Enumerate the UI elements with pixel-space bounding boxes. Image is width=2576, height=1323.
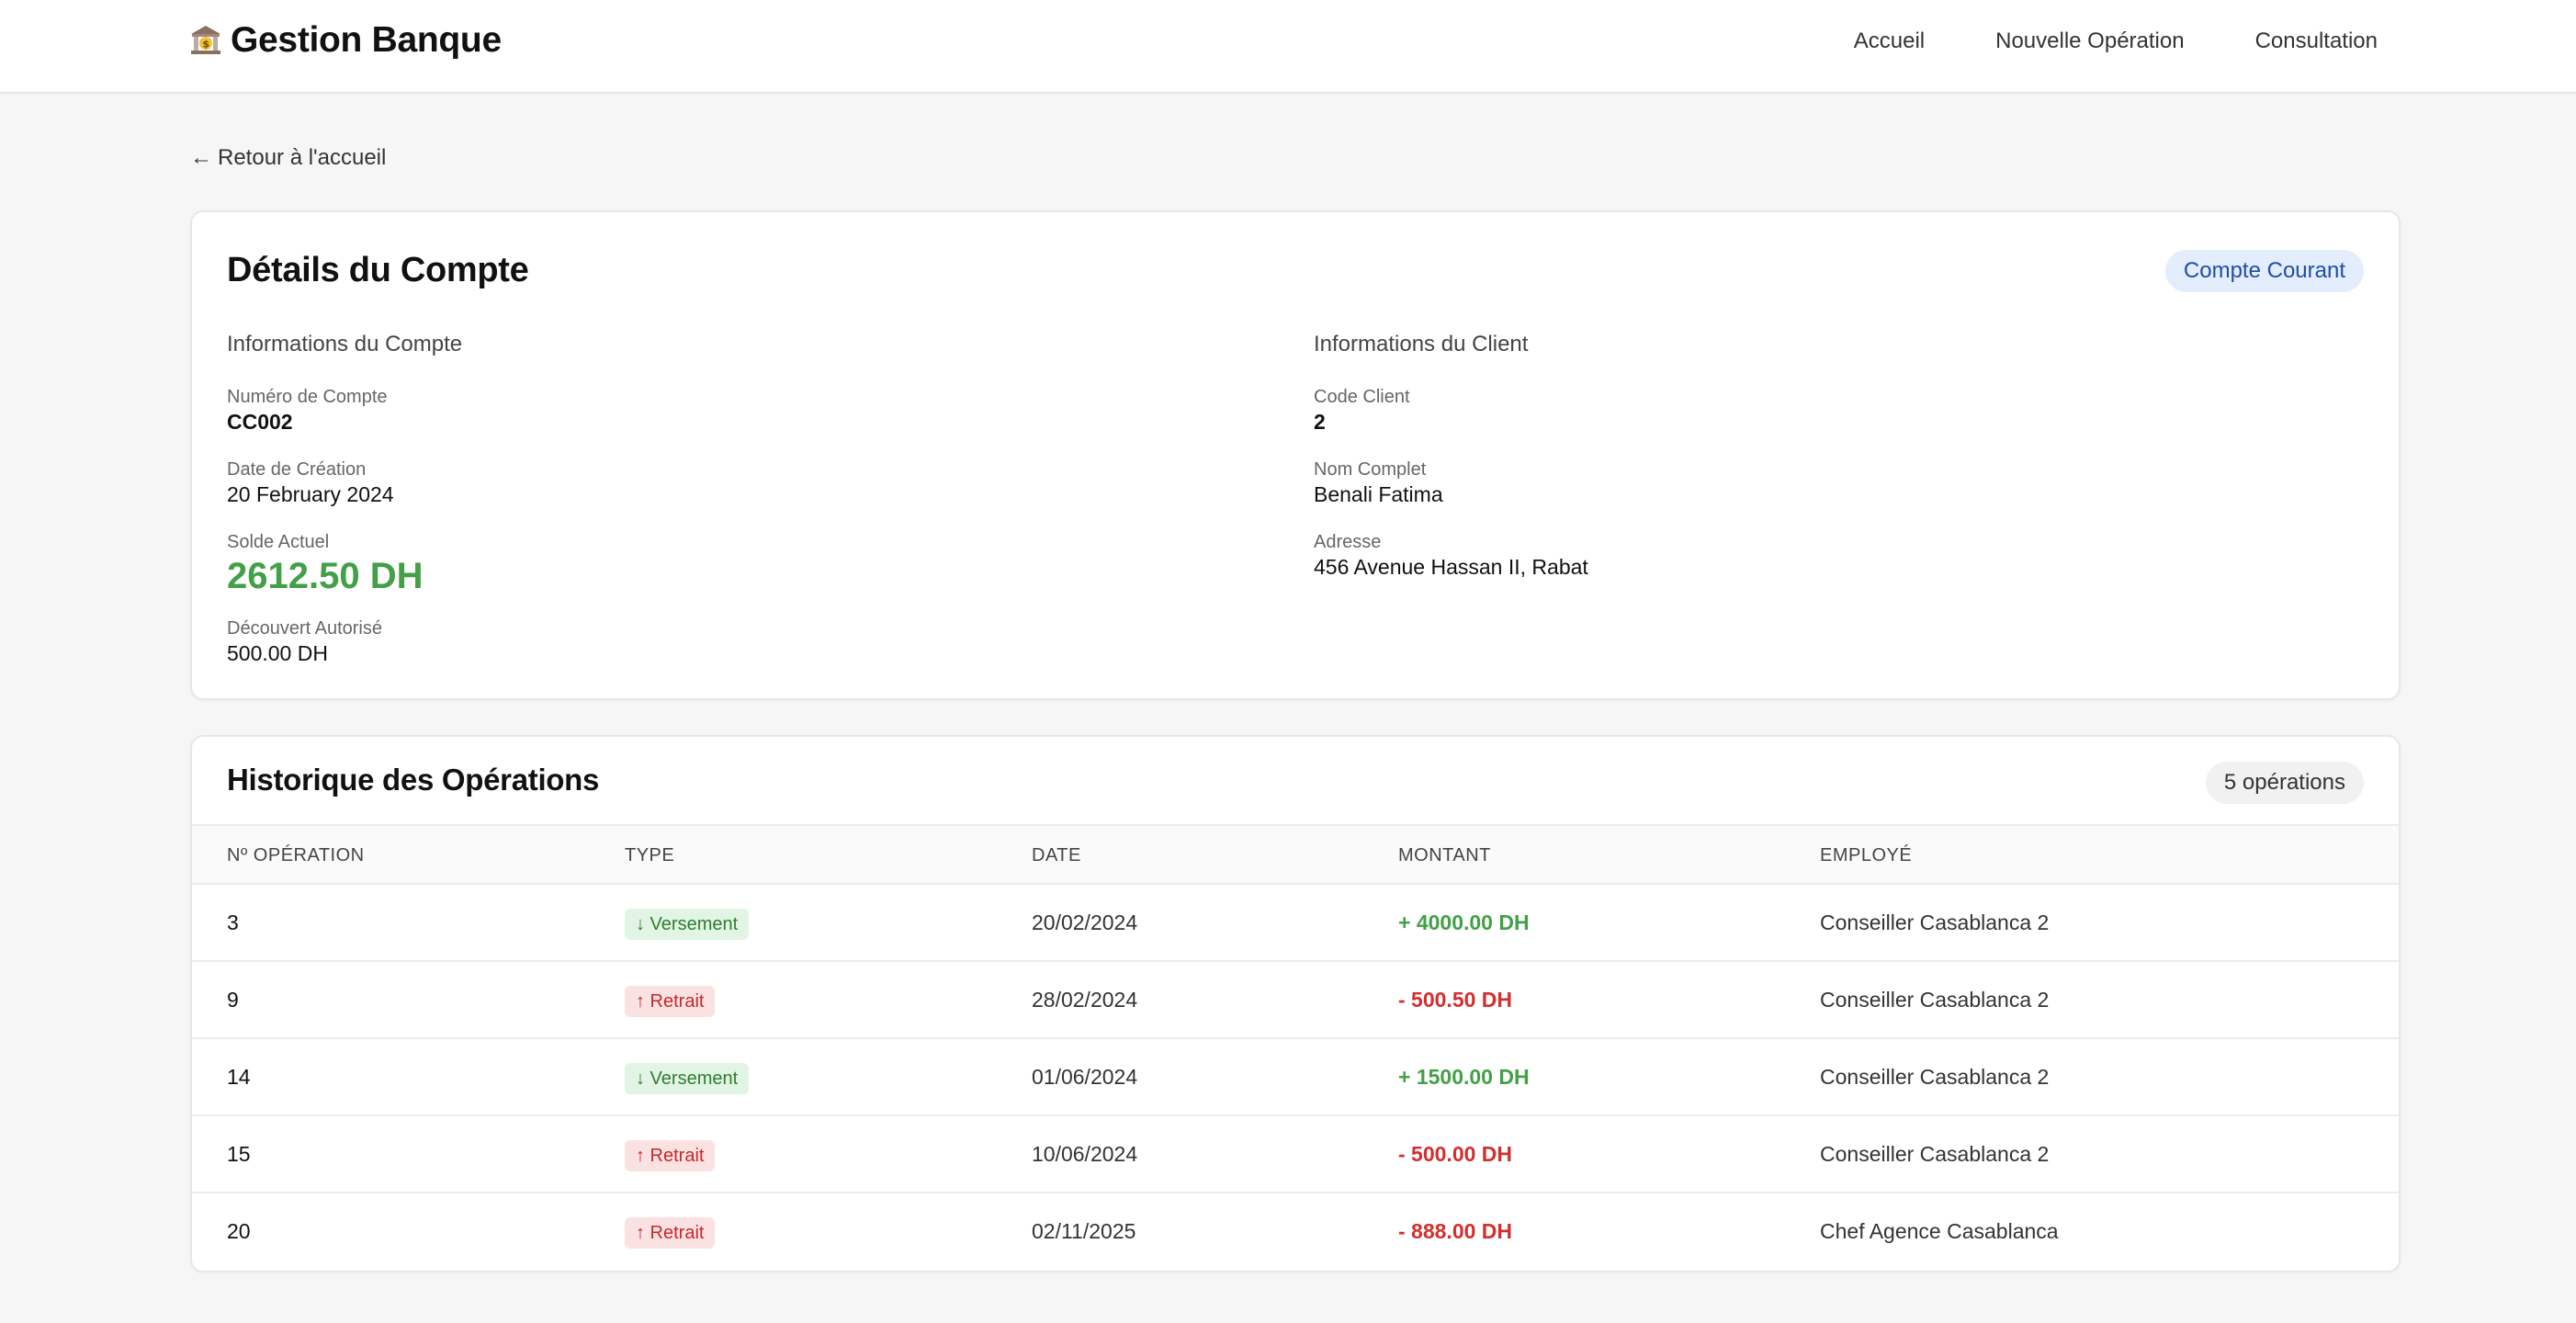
client-code-field: Code Client 2 bbox=[1314, 386, 1588, 435]
operation-number: 9 bbox=[227, 988, 239, 1012]
operation-type-badge: ↓ Versement bbox=[625, 908, 750, 940]
history-title: Historique des Opérations bbox=[227, 763, 600, 797]
overdraft-label: Découvert Autorisé bbox=[227, 618, 382, 639]
client-address-field: Adresse 456 Avenue Hassan II, Rabat bbox=[1314, 531, 1588, 581]
operation-type-badge: ↑ Retrait bbox=[625, 985, 716, 1017]
operations-history-card: Historique des Opérations 5 opérations N… bbox=[190, 735, 2401, 1272]
operation-employee: Conseiller Casablanca 2 bbox=[1820, 1065, 2050, 1089]
back-link-label: Retour à l'accueil bbox=[218, 145, 387, 170]
client-info-section: Informations du Client Code Client 2 Nom… bbox=[1314, 332, 1588, 604]
operation-type-badge: ↑ Retrait bbox=[625, 1216, 716, 1249]
arrow-left-icon: ← bbox=[190, 145, 212, 170]
operation-amount: + 4000.00 DH bbox=[1398, 910, 1530, 934]
operation-type-badge: ↓ Versement bbox=[625, 1062, 750, 1094]
nav-nouvelle-operation[interactable]: Nouvelle Opération bbox=[1995, 28, 2185, 53]
operation-type-cell: ↑ Retrait bbox=[625, 1116, 716, 1192]
operation-employee: Chef Agence Casablanca bbox=[1820, 1219, 2059, 1243]
operations-count-badge: 5 opérations bbox=[2205, 762, 2364, 804]
operation-amount: - 500.00 DH bbox=[1398, 1142, 1513, 1166]
creation-date-label: Date de Création bbox=[227, 459, 367, 480]
column-header-type[interactable]: Type bbox=[625, 845, 675, 865]
details-title: Détails du Compte bbox=[227, 251, 529, 289]
client-name-value: Benali Fatima bbox=[1314, 482, 1443, 506]
operation-employee: Conseiller Casablanca 2 bbox=[1820, 988, 2050, 1012]
operation-number: 3 bbox=[227, 910, 239, 934]
operation-number: 20 bbox=[227, 1219, 251, 1243]
account-info-title: Informations du Compte bbox=[227, 332, 463, 356]
main-nav: Accueil Nouvelle Opération Consultation bbox=[1854, 28, 2378, 55]
nav-consultation[interactable]: Consultation bbox=[2254, 28, 2378, 53]
operation-amount: + 1500.00 DH bbox=[1398, 1065, 1530, 1089]
balance-field: Solde Actuel 2612.50 DH bbox=[227, 531, 462, 599]
client-name-field: Nom Complet Benali Fatima bbox=[1314, 458, 1588, 508]
operation-type-cell: ↓ Versement bbox=[625, 885, 750, 960]
column-header-montant[interactable]: Montant bbox=[1398, 845, 1491, 865]
operation-amount: - 888.00 DH bbox=[1398, 1219, 1513, 1243]
operation-employee: Conseiller Casablanca 2 bbox=[1820, 1142, 2050, 1166]
back-link[interactable]: ← Retour à l'accueil bbox=[190, 145, 386, 171]
table-row[interactable]: 15 ↑ Retrait 10/06/2024 - 500.00 DH Cons… bbox=[192, 1116, 2399, 1193]
overdraft-value: 500.00 DH bbox=[227, 641, 328, 665]
operation-number: 15 bbox=[227, 1142, 251, 1166]
operation-date: 01/06/2024 bbox=[1032, 1065, 1138, 1089]
brand-title: Gestion Banque bbox=[231, 20, 502, 60]
table-row[interactable]: 3 ↓ Versement 20/02/2024 + 4000.00 DH Co… bbox=[192, 885, 2399, 962]
nav-accueil[interactable]: Accueil bbox=[1853, 28, 1926, 53]
account-type-badge: Compte Courant bbox=[2164, 250, 2364, 292]
bank-icon: $ bbox=[191, 26, 220, 54]
client-code-label: Code Client bbox=[1314, 387, 1410, 407]
client-address-value: 456 Avenue Hassan II, Rabat bbox=[1314, 555, 1588, 579]
table-row[interactable]: 14 ↓ Versement 01/06/2024 + 1500.00 DH C… bbox=[192, 1039, 2399, 1116]
account-details-card: Détails du Compte Compte Courant Informa… bbox=[190, 210, 2401, 700]
client-name-label: Nom Complet bbox=[1314, 459, 1427, 480]
client-address-label: Adresse bbox=[1314, 532, 1382, 552]
creation-date-field: Date de Création 20 February 2024 bbox=[227, 458, 462, 508]
creation-date-value: 20 February 2024 bbox=[227, 482, 394, 506]
operation-date: 10/06/2024 bbox=[1032, 1142, 1138, 1166]
operation-date: 02/11/2025 bbox=[1032, 1219, 1136, 1243]
balance-value: 2612.50 DH bbox=[227, 556, 424, 596]
operation-date: 20/02/2024 bbox=[1032, 910, 1138, 934]
table-row[interactable]: 9 ↑ Retrait 28/02/2024 - 500.50 DH Conse… bbox=[192, 962, 2399, 1039]
operation-type-cell: ↓ Versement bbox=[625, 1039, 750, 1114]
svg-text:$: $ bbox=[202, 39, 209, 51]
account-info-section: Informations du Compte Numéro de Compte … bbox=[227, 332, 462, 690]
account-number-label: Numéro de Compte bbox=[227, 387, 388, 407]
operation-type-badge: ↑ Retrait bbox=[625, 1139, 716, 1171]
overdraft-field: Découvert Autorisé 500.00 DH bbox=[227, 617, 462, 667]
operation-employee: Conseiller Casablanca 2 bbox=[1820, 910, 2050, 934]
column-header-numero[interactable]: Nº Opération bbox=[227, 845, 365, 865]
table-row[interactable]: 20 ↑ Retrait 02/11/2025 - 888.00 DH Chef… bbox=[192, 1193, 2399, 1271]
table-header: Nº Opération Type Date Montant Employé bbox=[192, 824, 2399, 885]
operations-table: Nº Opération Type Date Montant Employé 3… bbox=[192, 824, 2399, 1271]
operation-date: 28/02/2024 bbox=[1032, 988, 1138, 1012]
column-header-date[interactable]: Date bbox=[1032, 845, 1081, 865]
balance-label: Solde Actuel bbox=[227, 532, 330, 552]
operation-number: 14 bbox=[227, 1065, 251, 1089]
brand-logo[interactable]: $ Gestion Banque bbox=[188, 20, 502, 61]
operation-type-cell: ↑ Retrait bbox=[625, 962, 716, 1037]
client-info-title: Informations du Client bbox=[1314, 332, 1529, 356]
column-header-employe[interactable]: Employé bbox=[1820, 845, 1913, 865]
account-number-field: Numéro de Compte CC002 bbox=[227, 386, 462, 435]
client-code-value: 2 bbox=[1314, 410, 1326, 434]
top-navbar: $ Gestion Banque Accueil Nouvelle Opérat… bbox=[0, 0, 2576, 94]
account-number-value: CC002 bbox=[227, 410, 293, 434]
operation-type-cell: ↑ Retrait bbox=[625, 1193, 716, 1269]
operation-amount: - 500.50 DH bbox=[1398, 988, 1513, 1012]
